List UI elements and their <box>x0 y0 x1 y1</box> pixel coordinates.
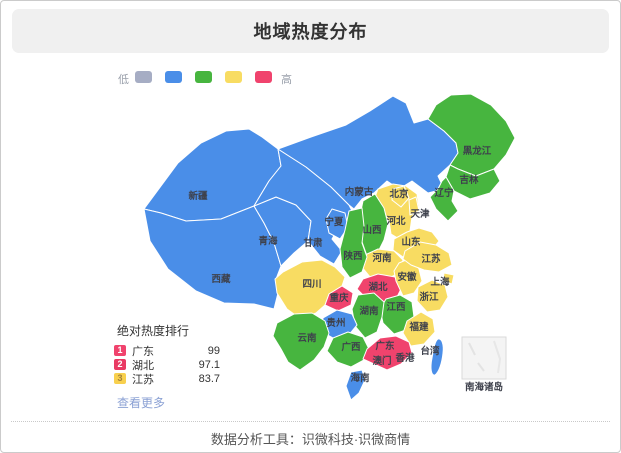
inset-islands-mark <box>477 362 485 372</box>
map-region-label: 河南 <box>372 252 392 264</box>
map-region-label: 澳门 <box>372 355 391 367</box>
map-region-label: 海南 <box>350 372 370 384</box>
map-region-label: 青海 <box>258 235 278 247</box>
map-region-label: 浙江 <box>419 291 439 303</box>
map-region[interactable] <box>430 338 444 376</box>
map-region-label: 黑龙江 <box>463 145 492 157</box>
map-region[interactable] <box>339 207 368 279</box>
map-region-label: 台湾 <box>420 345 440 357</box>
map-region-label: 河北 <box>386 215 406 227</box>
map-region[interactable] <box>272 312 330 371</box>
rank-value: 97.1 <box>198 358 220 371</box>
rank-badge: 2 <box>114 359 126 370</box>
legend-swatches <box>135 70 272 88</box>
map-region-label: 江西 <box>386 301 406 313</box>
map-region-label: 香港 <box>394 352 415 364</box>
map-region-label: 山东 <box>401 236 421 248</box>
map-region[interactable] <box>362 335 413 371</box>
legend-swatch <box>195 71 212 83</box>
inset-islands-mark <box>468 342 476 356</box>
map-region[interactable] <box>345 369 366 401</box>
map-region-label: 湖南 <box>359 305 379 317</box>
map-region[interactable] <box>277 95 459 210</box>
rank-badge: 1 <box>114 345 126 356</box>
map-region-label: 北京 <box>389 188 409 200</box>
map-region-label: 天津 <box>410 208 430 220</box>
map-region-label: 新疆 <box>188 190 208 202</box>
map-region-label: 广西 <box>341 341 361 353</box>
rank-province-name: 广东 <box>132 345 154 358</box>
map-region[interactable] <box>391 185 410 208</box>
rank-row: 1 广东 99 <box>114 344 220 358</box>
map-region-label: 吉林 <box>459 174 479 186</box>
map-region[interactable] <box>402 241 453 273</box>
map-region-label: 甘肃 <box>303 237 323 249</box>
map-region-label: 安徽 <box>397 271 417 283</box>
map-region-label: 西藏 <box>211 273 231 285</box>
map-region-label: 山西 <box>362 224 382 236</box>
map-region-label: 广东 <box>375 340 395 352</box>
inset-label: 南海诸岛 <box>465 381 503 393</box>
map-region-label: 重庆 <box>329 292 349 304</box>
map-region[interactable] <box>402 311 436 347</box>
map-region-label: 云南 <box>297 332 317 344</box>
heat-legend: 低 高 <box>118 70 292 88</box>
map-region[interactable] <box>408 196 420 216</box>
map-region[interactable] <box>427 93 516 177</box>
footer-credit: 数据分析工具：识微科技·识微商情 <box>11 421 610 452</box>
map-region[interactable] <box>442 272 455 285</box>
map-region[interactable] <box>324 285 354 312</box>
map-region-label: 湖北 <box>368 281 388 293</box>
page-title: 地域热度分布 <box>12 9 609 53</box>
rank-value: 99 <box>207 344 220 357</box>
map-region-label: 内蒙古 <box>345 186 374 198</box>
inset-islands-mark <box>493 340 502 374</box>
ranking-title: 绝对热度排行 <box>117 324 190 338</box>
map-region-label: 福建 <box>408 321 429 333</box>
china-heat-map: 南海诸岛 新疆西藏 青海 甘肃 内蒙古宁夏 黑龙江吉林 辽宁河北 北京 天津山西山东 河南 陕西四川… <box>106 81 536 416</box>
map-region-label: 宁夏 <box>324 216 344 228</box>
legend-swatch <box>255 71 272 83</box>
map-region-label: 陕西 <box>343 250 363 262</box>
legend-swatch <box>165 71 182 83</box>
rank-province-name: 江苏 <box>132 373 154 386</box>
rank-value: 83.7 <box>198 372 220 385</box>
legend-swatch <box>225 71 242 83</box>
rank-row: 2 湖北 97.1 <box>114 358 220 372</box>
map-region-label: 上海 <box>430 276 450 288</box>
view-more-link[interactable]: 查看更多 <box>117 396 166 410</box>
map-region[interactable] <box>325 208 349 240</box>
ranking-rows: 1 广东 99 2 湖北 97.1 3 江苏 83.7 <box>114 344 220 386</box>
map-region[interactable] <box>351 292 385 339</box>
legend-swatch <box>135 71 152 83</box>
map-region-label: 江苏 <box>421 253 441 265</box>
rank-row: 3 江苏 83.7 <box>114 372 220 386</box>
rank-province-name: 湖北 <box>132 359 154 372</box>
map-region[interactable] <box>416 279 449 313</box>
rank-badge: 3 <box>114 373 126 384</box>
map-region-label: 贵州 <box>326 317 345 329</box>
legend-high-label: 高 <box>281 74 292 86</box>
legend-low-label: 低 <box>118 74 129 86</box>
map-region-label: 辽宁 <box>434 187 454 199</box>
map-region[interactable] <box>429 176 459 222</box>
heat-ranking-panel: 绝对热度排行 1 广东 99 2 湖北 97.1 3 江苏 83.7 查看更多 <box>114 322 220 412</box>
map-region[interactable] <box>143 205 282 310</box>
map-region-label: 四川 <box>302 279 321 290</box>
